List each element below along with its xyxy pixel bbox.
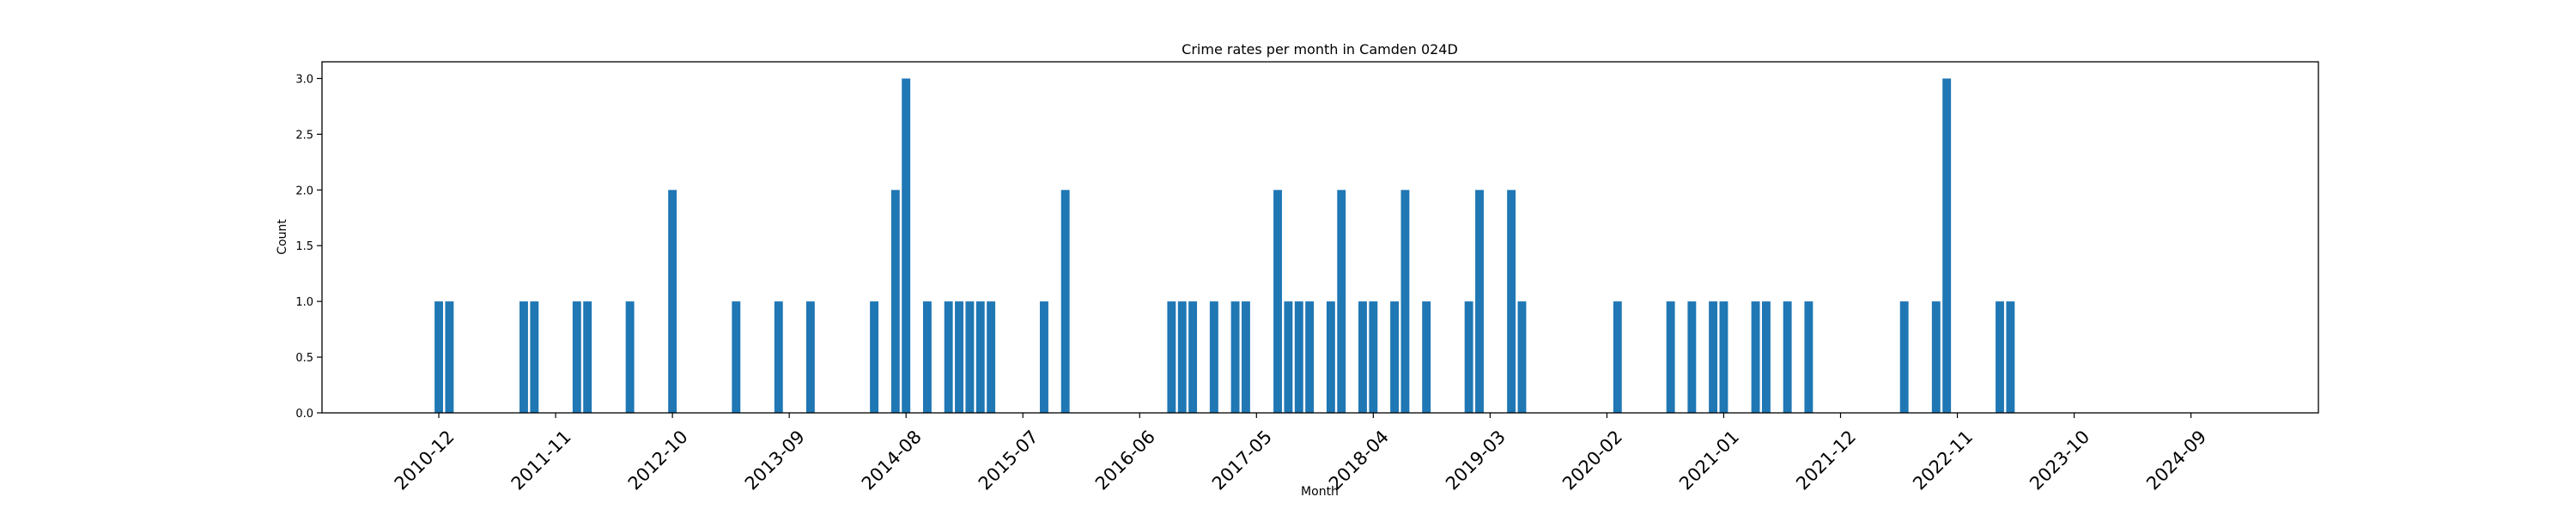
bar-2017-01 (1209, 301, 1218, 413)
x-tick-label: 2017-05 (1208, 427, 1276, 494)
bar-2018-07 (1400, 190, 1410, 414)
bar-2017-03 (1230, 301, 1240, 413)
bar-2011-01 (445, 301, 454, 413)
x-tick-label: 2023-10 (2026, 427, 2093, 494)
bar-2023-04 (2006, 301, 2015, 413)
x-tick-label: 2021-12 (1792, 427, 1860, 494)
bar-2018-09 (1422, 301, 1431, 413)
bar-2022-06 (1899, 301, 1909, 413)
bar-2020-12 (1709, 301, 1718, 413)
bar-2014-05 (870, 301, 879, 413)
bar-2015-01 (955, 301, 963, 413)
bar-2010-12 (434, 301, 443, 413)
x-tick-label: 2015-07 (975, 427, 1042, 494)
bar-2015-04 (987, 301, 996, 413)
x-tick-label: 2016-06 (1091, 427, 1159, 494)
bar-2018-04 (1369, 301, 1378, 413)
y-tick-label: 2.5 (295, 129, 313, 142)
y-tick-label: 0.5 (295, 352, 313, 365)
x-tick-label: 2011-11 (507, 427, 575, 494)
bar-2016-09 (1167, 301, 1176, 413)
y-tick-label: 1.0 (295, 296, 313, 309)
bar-2013-11 (805, 301, 815, 413)
bar-2021-04 (1751, 301, 1760, 413)
bar-2015-03 (975, 301, 985, 413)
bar-2014-12 (944, 301, 953, 413)
bar-2015-09 (1040, 301, 1048, 413)
x-tick-label: 2010-12 (391, 427, 459, 494)
bar-2020-10 (1687, 301, 1697, 413)
bar-2014-08 (902, 78, 911, 413)
x-tick-label: 2012-10 (624, 427, 692, 494)
bar-2014-07 (890, 190, 900, 414)
x-tick-label: 2022-11 (1909, 427, 1977, 494)
bar-2022-10 (1942, 78, 1952, 413)
x-tick-label: 2018-04 (1325, 427, 1393, 494)
bar-2019-02 (1475, 190, 1484, 414)
bar-2016-10 (1177, 301, 1187, 413)
bar-2018-03 (1358, 301, 1367, 413)
bar-2015-02 (965, 301, 975, 413)
bar-2013-08 (774, 301, 783, 413)
x-tick-label: 2019-03 (1442, 427, 1510, 494)
bar-2017-10 (1305, 301, 1315, 413)
bar-2012-02 (583, 301, 592, 413)
x-tick-label: 2013-09 (741, 427, 809, 494)
bar-2011-08 (519, 301, 528, 413)
bar-2015-11 (1060, 190, 1070, 414)
x-tick-label: 2021-01 (1675, 427, 1743, 494)
bar-2021-07 (1783, 301, 1792, 413)
bar-2017-07 (1273, 190, 1282, 414)
chart-title: Crime rates per month in Camden 024D (1182, 41, 1458, 58)
x-tick-label: 2020-02 (1558, 427, 1626, 494)
x-axis-title: Month (1301, 485, 1339, 499)
bar-2013-04 (732, 301, 741, 413)
x-tick-label: 2014-08 (858, 427, 926, 494)
x-tick-label: 2024-09 (2142, 427, 2210, 494)
bar-2016-11 (1188, 301, 1198, 413)
bar-2012-01 (572, 301, 581, 413)
bar-2020-03 (1613, 301, 1622, 413)
bar-2019-01 (1464, 301, 1473, 413)
y-axis: 0.0 0.5 1.0 1.5 2.0 2.5 3.0 (295, 73, 322, 421)
bar-2017-08 (1284, 301, 1293, 413)
bars-group (434, 78, 2015, 414)
bar-2021-01 (1719, 301, 1728, 413)
bar-2012-06 (625, 301, 635, 413)
bar-2012-10 (668, 190, 677, 414)
bar-2018-06 (1390, 301, 1400, 413)
y-tick-label: 0.0 (295, 408, 313, 421)
x-axis: 2010-12 2011-11 2012-10 2013-09 2014-08 2015-… (391, 413, 2210, 494)
bar-2019-06 (1517, 301, 1527, 413)
bar-2021-09 (1804, 301, 1814, 413)
bar-2017-09 (1294, 301, 1303, 413)
bar-2021-05 (1761, 301, 1771, 413)
bar-2014-10 (922, 301, 932, 413)
bar-2018-01 (1337, 190, 1346, 414)
plot-frame (321, 61, 2319, 414)
y-axis-title: Count (276, 219, 289, 255)
bar-2019-05 (1507, 190, 1516, 414)
y-tick-label: 1.5 (295, 240, 313, 253)
bar-2022-09 (1931, 301, 1941, 413)
y-tick-label: 2.0 (295, 185, 313, 197)
bar-2017-04 (1241, 301, 1250, 413)
bar-2020-08 (1666, 301, 1675, 413)
bar-2023-03 (1996, 301, 2004, 413)
bar-2011-09 (530, 301, 539, 413)
bar-2017-12 (1326, 301, 1335, 413)
y-tick-label: 3.0 (295, 73, 313, 86)
